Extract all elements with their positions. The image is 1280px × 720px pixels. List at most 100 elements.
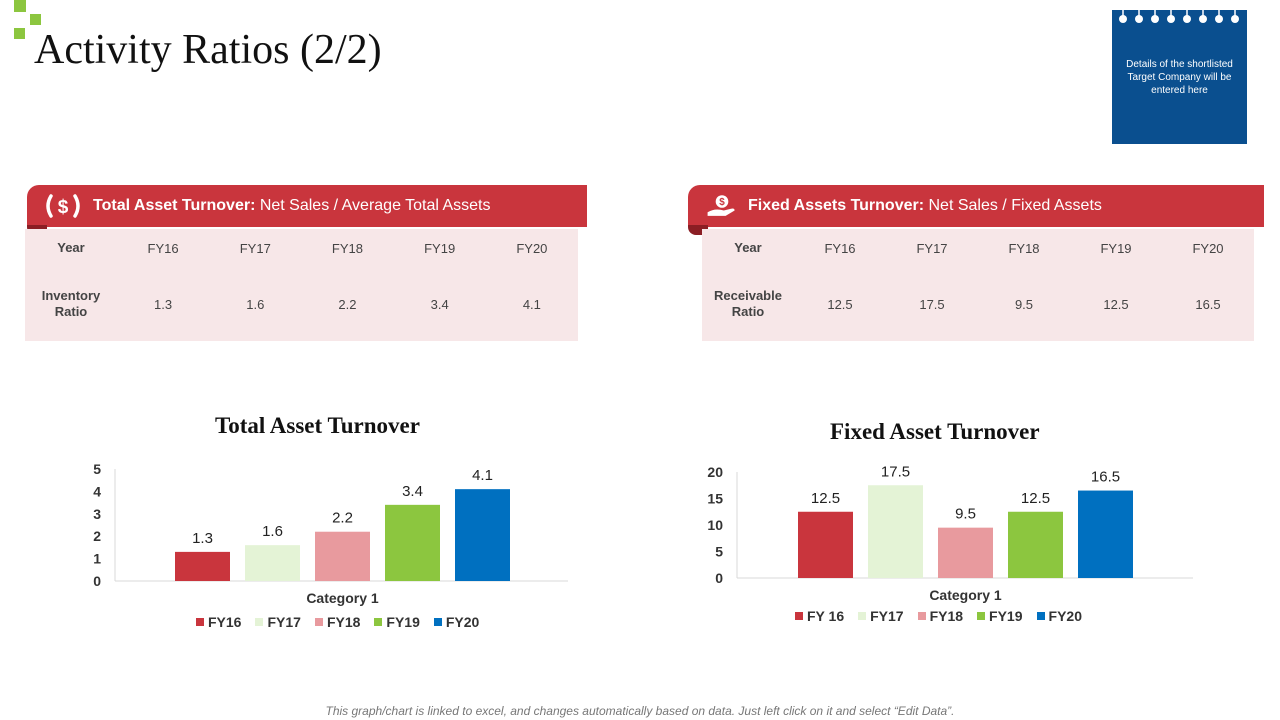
y-tick-label: 5 (93, 461, 101, 477)
table-row: Inventory Ratio 1.3 1.6 2.2 3.4 4.1 (25, 268, 578, 341)
data-label: 12.5 (1021, 490, 1050, 507)
value-cell: 12.5 (1103, 296, 1129, 312)
legend-swatch (255, 618, 264, 626)
legend-label: FY17 (267, 614, 301, 630)
chart-title: Total Asset Turnover (215, 413, 420, 438)
table-row: Receivable Ratio 12.5 17.5 9.5 12.5 16.5 (702, 268, 1254, 341)
value-cell: 4.1 (522, 296, 541, 312)
legend-item: FY17 (858, 608, 904, 624)
legend-label: FY19 (386, 614, 420, 630)
y-tick-label: 5 (715, 544, 723, 560)
y-tick-label: 20 (707, 464, 723, 480)
row-label: Inventory Ratio (41, 288, 101, 320)
total-asset-turnover-banner: $ Total Asset Turnover: Net Sales / Aver… (27, 185, 587, 235)
value-cell: 3.4 (430, 296, 449, 312)
header-label: Year (57, 240, 85, 256)
y-tick-label: 0 (93, 573, 101, 589)
page-title: Activity Ratios (2/2) (34, 27, 382, 73)
bar-fy18 (938, 527, 993, 578)
bar-fy16 (798, 511, 853, 578)
notepad-text: Details of the shortlisted Target Compan… (1126, 59, 1233, 96)
value-cell: 17.5 (919, 296, 945, 312)
year-cell: FY19 (424, 240, 456, 256)
chart-title: Fixed Asset Turnover (830, 419, 1040, 444)
y-tick-label: 0 (715, 570, 723, 586)
banner-fold (688, 225, 708, 235)
target-company-notepad[interactable]: Details of the shortlisted Target Compan… (1112, 10, 1247, 144)
legend-label: FY18 (929, 608, 964, 624)
bar-fy19 (385, 504, 440, 581)
table-row: Year FY16 FY17 FY18 FY19 FY20 (702, 229, 1254, 268)
legend-item: FY18 (314, 614, 361, 630)
decor-square-1 (14, 0, 26, 12)
bar-fy20 (1078, 490, 1133, 578)
legend-item: FY19 (977, 608, 1023, 624)
legend-swatch (314, 618, 323, 626)
year-cell: FY16 (147, 240, 179, 256)
receivable-ratio-table: Year FY16 FY17 FY18 FY19 FY20 Receivable… (702, 229, 1254, 341)
legend-swatch (433, 618, 442, 626)
legend-swatch (196, 618, 204, 626)
value-cell: 16.5 (1195, 296, 1221, 312)
data-label: 16.5 (1091, 469, 1120, 486)
year-cell: FY20 (1192, 240, 1224, 256)
legend-label: FY19 (989, 608, 1023, 624)
year-cell: FY16 (824, 240, 856, 256)
value-cell: 2.2 (338, 296, 357, 312)
legend-item: FY19 (374, 614, 420, 630)
legend-swatch (374, 618, 383, 626)
legend-label: FY20 (445, 614, 480, 630)
legend-label: FY17 (870, 608, 904, 624)
y-tick-label: 2 (93, 528, 101, 544)
legend-item: FY20 (1036, 608, 1082, 624)
legend-swatch (977, 612, 986, 620)
legend-swatch (1036, 612, 1045, 620)
svg-text:$: $ (58, 197, 69, 218)
bar-fy16 (175, 551, 230, 581)
y-tick-label: 10 (707, 517, 723, 533)
legend-label: FY20 (1048, 608, 1082, 624)
data-label: 1.3 (192, 530, 213, 547)
y-tick-label: 15 (707, 491, 723, 507)
dollar-bracket-icon: $ (46, 194, 80, 218)
data-label: 3.4 (402, 483, 423, 500)
footer-note: This graph/chart is linked to excel, and… (325, 704, 955, 718)
table-row: Year FY16 FY17 FY18 FY19 FY20 (25, 229, 578, 268)
year-cell: FY17 (239, 240, 271, 256)
banner-formula: Fixed Assets Turnover: Net Sales / Fixed… (748, 197, 1102, 214)
data-label: 12.5 (811, 490, 840, 507)
svg-text:$: $ (719, 197, 725, 208)
data-label: 9.5 (955, 506, 976, 523)
bar-fy20 (455, 489, 510, 581)
value-cell: 12.5 (827, 296, 853, 312)
total-asset-turnover-chart[interactable]: 0 1 2 3 4 5 1.3 1.6 2.2 3.4 4.1 Category 1 (70, 458, 590, 608)
y-tick-label: 4 (93, 483, 101, 499)
value-cell: 1.3 (154, 296, 173, 312)
chart-legend: FY 16 FY17 FY18 FY19 FY20 (795, 608, 1082, 624)
chart-legend: FY16 FY17 FY18 FY19 FY20 (196, 614, 479, 630)
y-tick-label: 3 (93, 506, 101, 522)
header-label: Year (734, 240, 762, 256)
y-tick-label: 1 (93, 551, 101, 567)
legend-label: FY 16 (807, 608, 845, 624)
decor-square-3 (14, 28, 25, 39)
year-cell: FY18 (1008, 240, 1040, 256)
legend-item: FY20 (433, 614, 480, 630)
year-cell: FY17 (916, 240, 948, 256)
fixed-assets-turnover-banner: $ Fixed Assets Turnover: Net Sales / Fix… (688, 185, 1264, 235)
legend-swatch (858, 612, 867, 620)
year-cell: FY20 (516, 240, 548, 256)
fixed-asset-turnover-chart[interactable]: 0 5 10 15 20 12.5 17.5 9.5 12.5 16.5 Category 1 (690, 458, 1210, 608)
data-label: 17.5 (881, 463, 910, 480)
legend-swatch (917, 612, 926, 620)
data-label: 4.1 (472, 467, 493, 484)
decor-square-2 (30, 14, 41, 25)
row-label: Receivable Ratio (714, 288, 782, 320)
bar-fy19 (1008, 511, 1063, 578)
year-cell: FY19 (1100, 240, 1132, 256)
x-category-label: Category 1 (306, 590, 379, 606)
inventory-ratio-table: Year FY16 FY17 FY18 FY19 FY20 Inventory … (25, 229, 578, 341)
bar-fy18 (315, 531, 370, 581)
legend-label: FY18 (326, 614, 361, 630)
value-cell: 9.5 (1014, 296, 1034, 312)
